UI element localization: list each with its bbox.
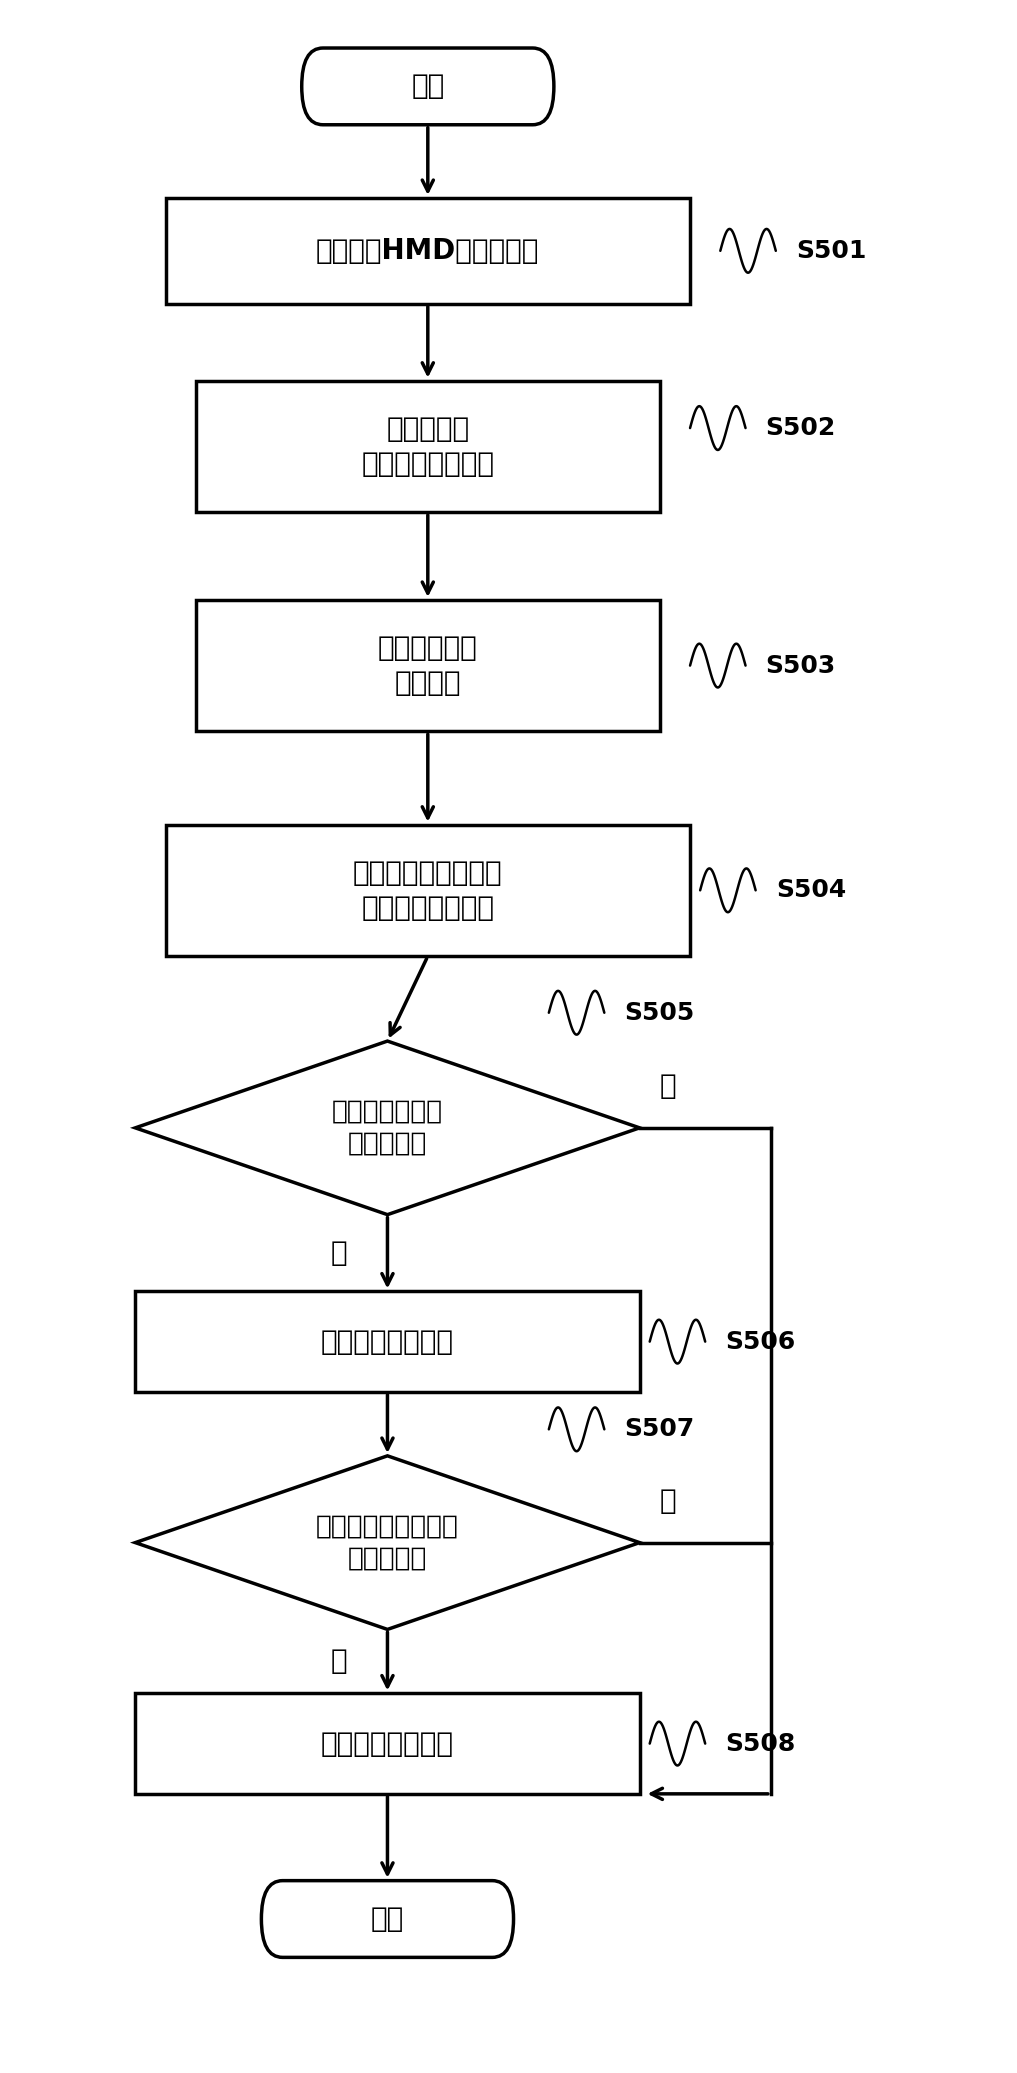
Text: 开始: 开始 bbox=[411, 73, 444, 100]
FancyBboxPatch shape bbox=[196, 599, 660, 732]
FancyBboxPatch shape bbox=[135, 1291, 640, 1391]
Text: S503: S503 bbox=[766, 653, 836, 678]
Text: 所检测到的人物
面对用户？: 所检测到的人物 面对用户？ bbox=[332, 1099, 443, 1157]
Text: 所检测到的人物注视
虚拟对象？: 所检测到的人物注视 虚拟对象？ bbox=[316, 1513, 459, 1571]
FancyBboxPatch shape bbox=[196, 381, 660, 512]
Text: 获取周围HMD的位置信息: 获取周围HMD的位置信息 bbox=[316, 236, 539, 265]
Text: S501: S501 bbox=[796, 238, 866, 263]
Text: 否: 否 bbox=[660, 1486, 676, 1515]
FancyBboxPatch shape bbox=[166, 825, 691, 956]
FancyBboxPatch shape bbox=[135, 1694, 640, 1793]
Text: 从拍摄图像中
检测面部: 从拍摄图像中 检测面部 bbox=[378, 634, 478, 697]
Text: S508: S508 bbox=[725, 1731, 795, 1756]
Text: 注视信息获取处理: 注视信息获取处理 bbox=[321, 1327, 454, 1356]
Polygon shape bbox=[135, 1041, 640, 1215]
Text: 否: 否 bbox=[660, 1072, 676, 1101]
Text: S507: S507 bbox=[624, 1418, 695, 1441]
Polygon shape bbox=[135, 1455, 640, 1629]
FancyBboxPatch shape bbox=[261, 1880, 514, 1957]
Text: 拍摄用户的
视野方向上的区域: 拍摄用户的 视野方向上的区域 bbox=[361, 415, 494, 477]
Text: S506: S506 bbox=[725, 1329, 795, 1354]
Text: 显示特定虚拟对象: 显示特定虚拟对象 bbox=[321, 1729, 454, 1758]
Text: S502: S502 bbox=[766, 417, 836, 439]
Text: S505: S505 bbox=[624, 1001, 695, 1024]
Text: 是: 是 bbox=[331, 1648, 347, 1675]
Text: 对所检测到的人物的
视线方向进行检测: 对所检测到的人物的 视线方向进行检测 bbox=[353, 858, 502, 922]
Text: 结束: 结束 bbox=[371, 1905, 404, 1932]
FancyBboxPatch shape bbox=[302, 48, 554, 124]
Text: 是: 是 bbox=[331, 1240, 347, 1267]
Text: S504: S504 bbox=[776, 879, 846, 902]
FancyBboxPatch shape bbox=[166, 197, 691, 305]
